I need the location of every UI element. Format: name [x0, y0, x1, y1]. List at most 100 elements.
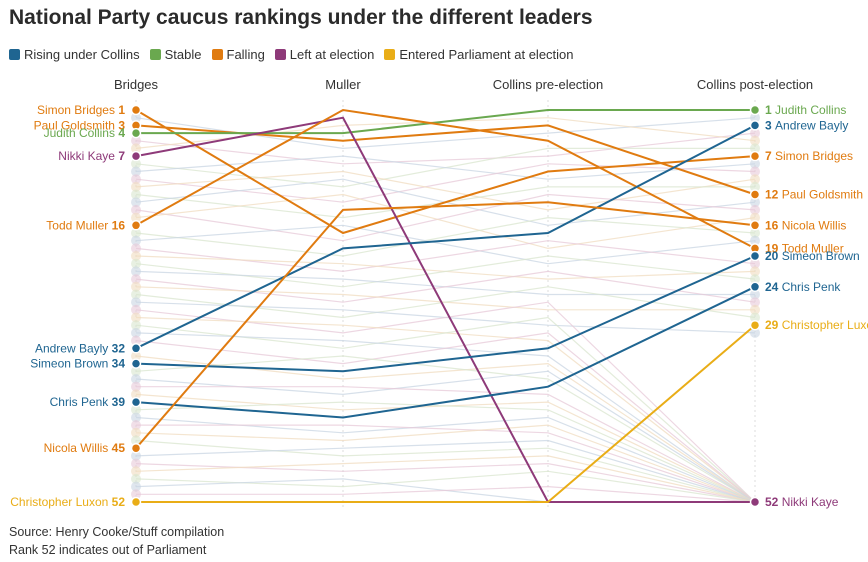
series-line-todd-muller[interactable] [135, 108, 756, 250]
background-point [131, 251, 141, 261]
legend-swatch-falling [211, 49, 223, 60]
background-point [131, 135, 141, 146]
background-point [131, 143, 141, 154]
point-paul-goldsmith-post-election[interactable] [749, 189, 761, 200]
background-point [131, 458, 141, 469]
point-andrew-bayly-bridges[interactable] [130, 343, 142, 354]
right-label-simon-bridges: 7 Simon Bridges [765, 149, 853, 163]
background-point [750, 312, 760, 323]
background-point [131, 189, 141, 200]
point-chris-penk-post-election[interactable] [749, 281, 761, 293]
legend-label-rising: Rising under Collins [24, 47, 140, 62]
background-series-line [135, 255, 756, 280]
background-series-line [135, 240, 756, 273]
series-line-nicola-willis[interactable] [135, 201, 756, 449]
background-point [750, 204, 760, 215]
point-simon-bridges-post-election[interactable] [749, 150, 761, 162]
background-series-line [135, 155, 756, 180]
left-label-nikki-kaye: Nikki Kaye 7 [58, 149, 125, 163]
background-point [750, 135, 760, 146]
background-series-line [135, 424, 756, 503]
legend-item-falling[interactable]: Falling [211, 47, 265, 62]
rank-note: Rank 52 indicates out of Parliament [9, 543, 207, 557]
right-label-judith-collins: 1 Judith Collins [765, 103, 846, 117]
background-point [750, 327, 760, 338]
background-series-line [135, 286, 756, 319]
column-header-muller: Muller [325, 77, 361, 92]
background-point [131, 450, 141, 461]
point-christopher-luxon-post-election[interactable] [749, 319, 761, 331]
left-label-judith-collins: Judith Collins 4 [44, 126, 126, 140]
background-point [131, 466, 141, 477]
legend-item-entered[interactable]: Entered Parliament at election [384, 47, 574, 62]
left-label-christopher-luxon: Christopher Luxon 52 [10, 495, 125, 509]
point-simeon-brown-bridges[interactable] [130, 358, 142, 369]
point-christopher-luxon-bridges[interactable] [130, 496, 142, 508]
series-line-christopher-luxon[interactable] [136, 324, 756, 503]
left-label-simon-bridges: Simon Bridges 1 [37, 103, 125, 117]
column-header-collins-post: Collins post-election [696, 77, 814, 92]
point-nikki-kaye-post-election[interactable] [749, 496, 761, 508]
source-note: Source: Henry Cooke/Stuff compilation [9, 525, 225, 539]
background-point [131, 204, 141, 215]
left-label-simeon-brown: Simeon Brown 34 [30, 357, 125, 371]
point-nicola-willis-post-election[interactable] [749, 220, 761, 231]
background-series-line [135, 255, 756, 288]
left-label-paul-goldsmith: Paul Goldsmith 3 [34, 118, 126, 132]
legend-item-stable[interactable]: Stable [149, 47, 202, 62]
legend-item-left[interactable]: Left at election [274, 47, 375, 62]
legend-label-falling: Falling [226, 47, 265, 62]
background-point [131, 435, 141, 446]
background-point [750, 274, 760, 285]
series-line-chris-penk[interactable] [135, 285, 756, 419]
point-nicola-willis-bridges[interactable] [130, 442, 142, 454]
background-point [131, 235, 141, 246]
point-todd-muller-bridges[interactable] [130, 220, 142, 231]
background-point [750, 228, 760, 238]
background-point [131, 258, 141, 269]
background-series-line [136, 386, 756, 503]
series-line-andrew-bayly[interactable] [135, 124, 756, 350]
series-line-simon-bridges[interactable] [135, 109, 756, 235]
background-series-line [135, 393, 756, 503]
background-point [131, 481, 141, 492]
background-point [750, 235, 760, 246]
background-point [131, 297, 141, 308]
series-line-judith-collins[interactable] [136, 109, 755, 135]
background-series-line [135, 455, 756, 503]
background-series-line [135, 193, 756, 250]
background-point [131, 374, 141, 384]
background-series-line [135, 401, 756, 503]
background-point [131, 174, 141, 185]
chart-title: National Party caucus rankings under the… [9, 6, 593, 29]
background-point [131, 281, 141, 292]
background-point [131, 158, 141, 169]
background-series-line [135, 332, 756, 503]
point-simon-bridges-bridges[interactable] [130, 104, 142, 116]
background-point [131, 427, 141, 438]
background-series-line [135, 163, 756, 203]
right-label-nicola-willis: 16 Nicola Willis [765, 218, 846, 232]
background-point [750, 258, 760, 269]
point-judith-collins-bridges[interactable] [130, 127, 142, 139]
legend-label-entered: Entered Parliament at election [399, 47, 574, 62]
legend-item-rising[interactable]: Rising under Collins [9, 47, 140, 62]
background-series-line [135, 332, 756, 503]
background-point [131, 327, 141, 338]
series-line-nikki-kaye[interactable] [135, 116, 755, 503]
right-label-nikki-kaye: 52 Nikki Kaye [765, 495, 839, 509]
background-point [131, 489, 141, 500]
series-line-simeon-brown[interactable] [135, 255, 756, 373]
background-point [131, 266, 141, 277]
background-point [131, 381, 141, 392]
point-nikki-kaye-bridges[interactable] [130, 150, 142, 162]
background-point [750, 112, 760, 123]
point-chris-penk-bridges[interactable] [130, 396, 142, 408]
legend-label-left: Left at election [289, 47, 375, 62]
point-andrew-bayly-post-election[interactable] [749, 120, 761, 131]
point-simeon-brown-post-election[interactable] [749, 250, 761, 262]
background-point [750, 128, 760, 139]
background-point [750, 181, 760, 192]
point-judith-collins-post-election[interactable] [749, 104, 761, 116]
background-point [131, 304, 141, 315]
